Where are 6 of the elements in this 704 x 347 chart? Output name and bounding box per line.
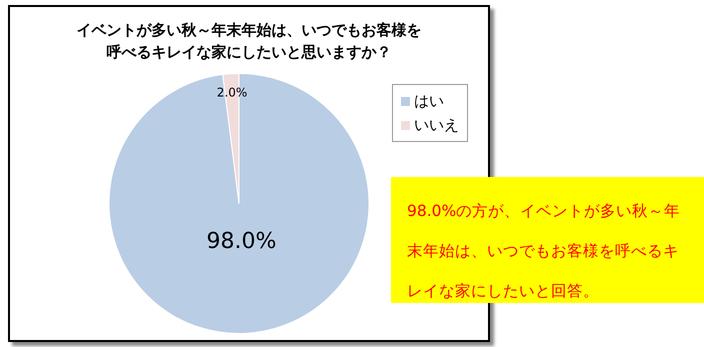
- legend-label: いいえ: [414, 116, 459, 134]
- text: 98.0%の方が、イベントが多い秋～年末年始は、いつでもお客様を呼べるキレイな家にしたいと回答。: [407, 202, 680, 300]
- chart-title: イベントが多い秋～年末年始は、いつでもお客様を呼べるキレイな家にしたいと思いますか？: [76, 20, 422, 63]
- data-label: 2.0%: [216, 85, 248, 100]
- data-label: 98.0%: [206, 229, 276, 254]
- legend-label: はい: [414, 92, 444, 110]
